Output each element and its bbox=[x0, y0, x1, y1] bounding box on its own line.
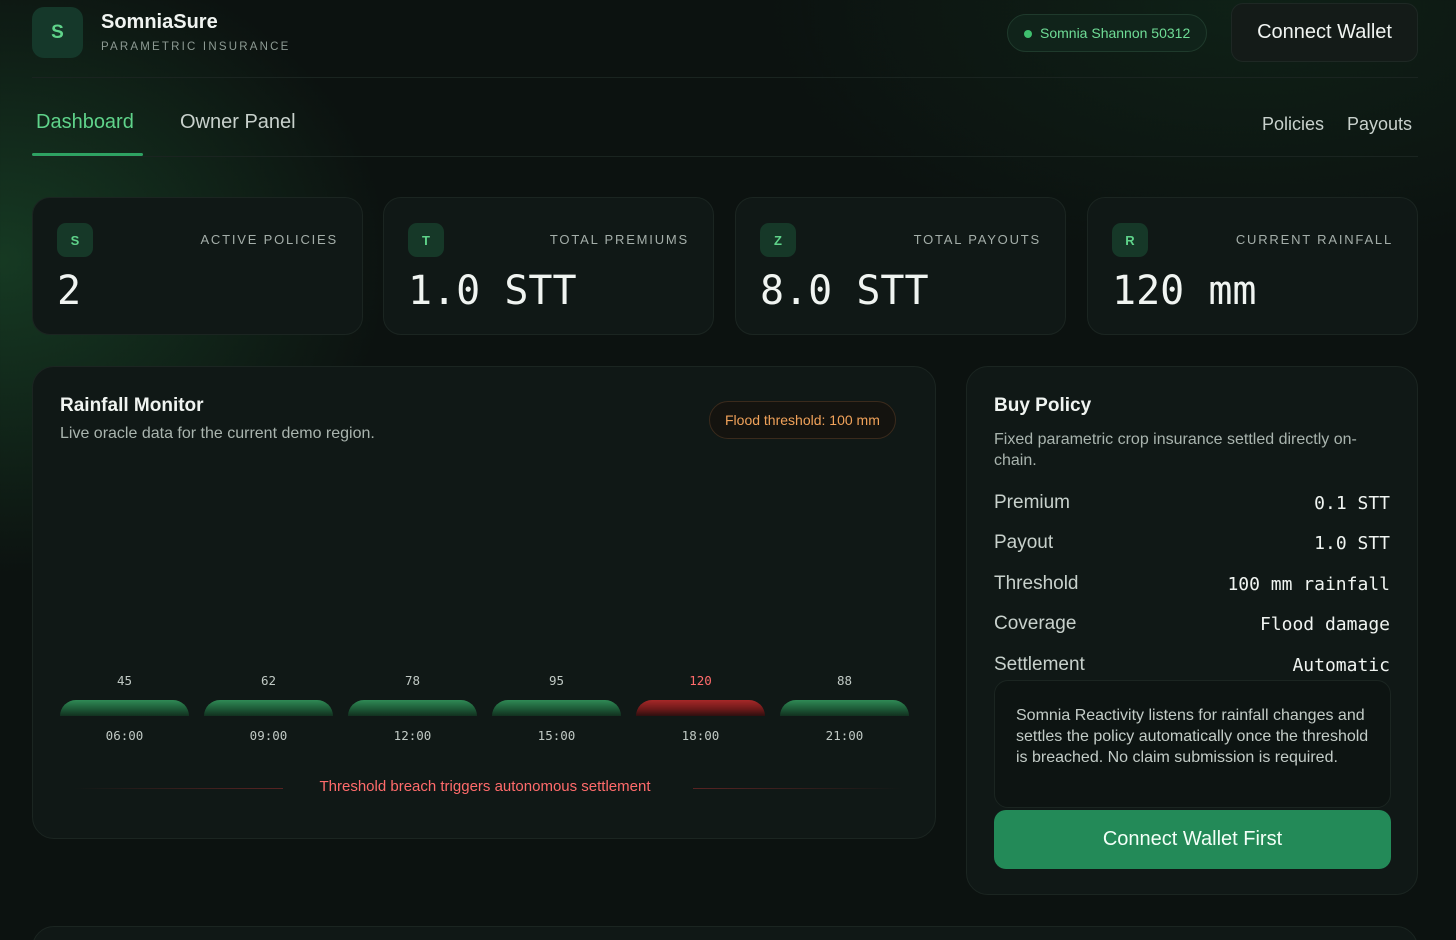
reading-bar bbox=[60, 700, 189, 716]
stat-label: TOTAL PAYOUTS bbox=[913, 232, 1041, 247]
stat-value: 1.0 STT bbox=[408, 268, 577, 314]
bottom-panel bbox=[32, 926, 1418, 940]
stat-label: ACTIVE POLICIES bbox=[200, 232, 338, 247]
breach-note: Threshold breach triggers autonomous set… bbox=[319, 778, 651, 795]
reading-value: 88 bbox=[836, 673, 853, 688]
logo-icon: S bbox=[32, 7, 83, 58]
tab-owner-panel[interactable]: Owner Panel bbox=[180, 111, 296, 133]
brand-tagline: PARAMETRIC INSURANCE bbox=[101, 41, 291, 53]
payout-value: 1.0 STT bbox=[1314, 533, 1390, 554]
reading-value: 95 bbox=[548, 673, 565, 688]
settlement-label: Settlement bbox=[994, 654, 1085, 675]
divider bbox=[73, 788, 283, 789]
status-dot-icon bbox=[1024, 30, 1032, 38]
reading-time: 18:00 bbox=[681, 728, 720, 743]
coverage-label: Coverage bbox=[994, 613, 1077, 634]
link-policies[interactable]: Policies bbox=[1262, 114, 1325, 134]
premium-label: Premium bbox=[994, 492, 1071, 513]
stat-value: 8.0 STT bbox=[760, 268, 929, 314]
settlement-value: Automatic bbox=[1292, 655, 1390, 676]
connect-wallet-button[interactable]: Connect Wallet bbox=[1231, 3, 1418, 62]
total-premiums-icon: T bbox=[408, 223, 444, 257]
stat-value: 2 bbox=[57, 268, 82, 314]
reading-bar bbox=[348, 700, 477, 716]
stat-label: TOTAL PREMIUMS bbox=[549, 232, 689, 247]
threshold-value: 100 mm rainfall bbox=[1227, 574, 1390, 595]
reactivity-info-box: Somnia Reactivity listens for rainfall c… bbox=[994, 680, 1391, 808]
rainfall-monitor-panel: Rainfall Monitor Live oracle data for th… bbox=[32, 366, 936, 839]
reading-time: 15:00 bbox=[537, 728, 576, 743]
stat-card-total-payouts: Z TOTAL PAYOUTS 8.0 STT bbox=[735, 197, 1066, 335]
link-payouts[interactable]: Payouts bbox=[1347, 114, 1413, 134]
nav-tabs: Dashboard Owner Panel Policies Payouts bbox=[32, 78, 1418, 157]
flood-threshold-badge: Flood threshold: 100 mm bbox=[709, 401, 896, 439]
reading-value-breach: 120 bbox=[689, 673, 712, 688]
divider bbox=[693, 788, 903, 789]
active-policies-icon: S bbox=[57, 223, 93, 257]
reading-value: 62 bbox=[260, 673, 277, 688]
network-badge[interactable]: Somnia Shannon 50312 bbox=[1007, 14, 1208, 52]
reading-bar bbox=[204, 700, 333, 716]
connect-wallet-first-button[interactable]: Connect Wallet First bbox=[994, 810, 1391, 869]
buy-policy-panel: Buy Policy Fixed parametric crop insuran… bbox=[966, 366, 1418, 895]
reading-time: 21:00 bbox=[825, 728, 864, 743]
premium-value: 0.1 STT bbox=[1314, 493, 1390, 514]
stat-card-active-policies: S ACTIVE POLICIES 2 bbox=[32, 197, 363, 335]
buy-policy-title: Buy Policy bbox=[994, 395, 1092, 416]
reading-value: 78 bbox=[404, 673, 421, 688]
rainfall-monitor-title: Rainfall Monitor bbox=[60, 395, 204, 416]
reading-time: 06:00 bbox=[105, 728, 144, 743]
stat-value: 120 mm bbox=[1112, 268, 1257, 314]
payout-label: Payout bbox=[994, 532, 1054, 553]
total-payouts-icon: Z bbox=[760, 223, 796, 257]
active-tab-indicator bbox=[32, 153, 143, 156]
threshold-label: Threshold bbox=[994, 573, 1079, 594]
reading-bar-breach bbox=[636, 700, 765, 716]
tab-dashboard[interactable]: Dashboard bbox=[36, 111, 134, 133]
rainfall-monitor-subtitle: Live oracle data for the current demo re… bbox=[60, 425, 375, 442]
stat-card-current-rainfall: R CURRENT RAINFALL 120 mm bbox=[1087, 197, 1418, 335]
stat-card-total-premiums: T TOTAL PREMIUMS 1.0 STT bbox=[383, 197, 714, 335]
reading-bar bbox=[780, 700, 909, 716]
app-header: S SomniaSure PARAMETRIC INSURANCE Somnia… bbox=[32, 0, 1418, 78]
current-rainfall-icon: R bbox=[1112, 223, 1148, 257]
reading-bar bbox=[492, 700, 621, 716]
reading-time: 09:00 bbox=[249, 728, 288, 743]
reading-value: 45 bbox=[116, 673, 133, 688]
stat-label: CURRENT RAINFALL bbox=[1235, 232, 1393, 247]
brand-name: SomniaSure bbox=[101, 11, 218, 33]
coverage-value: Flood damage bbox=[1259, 614, 1390, 635]
buy-policy-description: Fixed parametric crop insurance settled … bbox=[994, 431, 1357, 469]
reading-time: 12:00 bbox=[393, 728, 432, 743]
network-name: Somnia Shannon 50312 bbox=[1040, 25, 1191, 41]
